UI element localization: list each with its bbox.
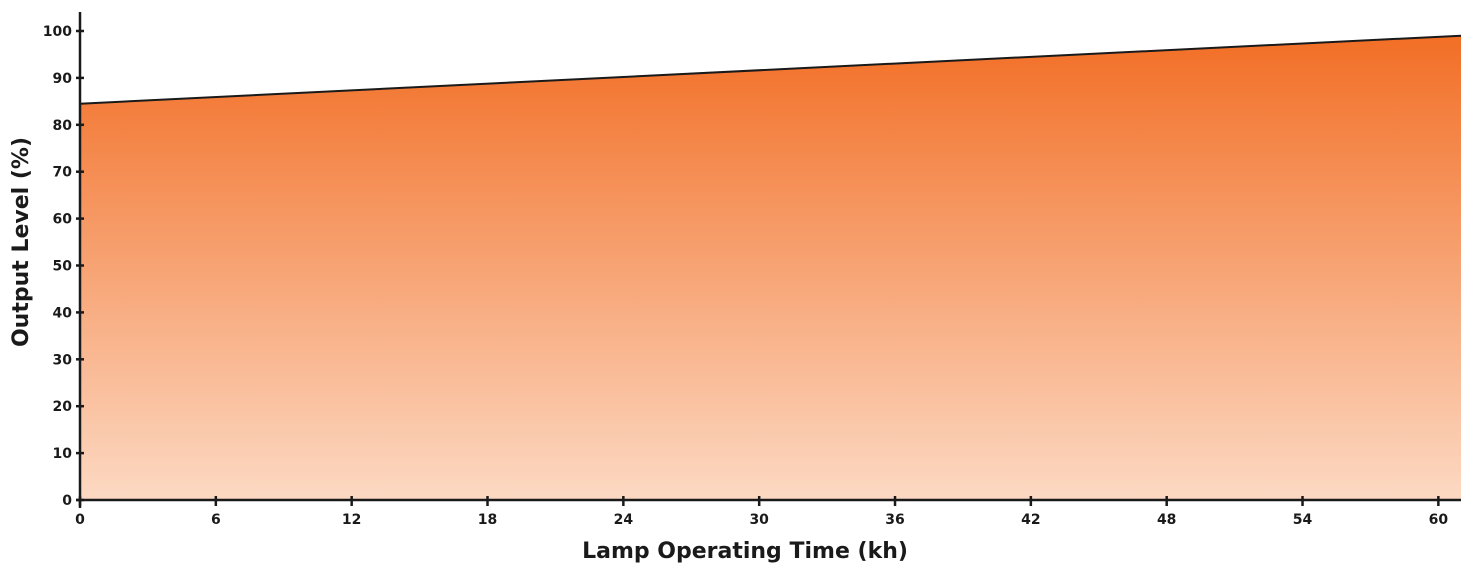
y-tick-label-60: 60 [53,212,73,228]
x-tick-label-18: 18 [478,512,497,528]
x-tick-label-12: 12 [342,512,361,528]
x-tick-label-24: 24 [614,512,634,528]
area-line-0 [79,34,1462,105]
x-tick-label-30: 30 [749,512,769,528]
y-tick-label-0: 0 [62,493,72,509]
y-tick-label-90: 90 [53,71,73,87]
y-tick-label-20: 20 [53,399,73,415]
y-tick-label-50: 50 [53,259,73,275]
x-tick-label-36: 36 [885,512,904,528]
x-tick-label-6: 6 [211,512,221,528]
x-tick-label-48: 48 [1157,512,1176,528]
y-tick-label-10: 10 [53,446,73,462]
area-fill-0 [80,35,1461,500]
y-tick-label-30: 30 [53,352,73,368]
y-tick-label-80: 80 [53,118,73,134]
y-tick-label-70: 70 [53,165,73,181]
axes-layer [76,12,1461,508]
x-tick-label-54: 54 [1293,512,1313,528]
ticks-layer: 0 10 20 30 40 50 60 70 80 90 100 0 6 12 18 24 30 36 42 48 54… [43,24,1449,528]
area-layer [79,34,1462,500]
x-axis-title: Lamp Operating Time (kh) [582,539,908,564]
y-axis-title: Output Level (%) [9,137,34,347]
y-tick-label-40: 40 [53,305,73,321]
x-tick-label-0: 0 [75,512,85,528]
y-tick-label-100: 100 [43,24,72,40]
x-tick-label-42: 42 [1021,512,1040,528]
x-tick-label-60: 60 [1429,512,1449,528]
